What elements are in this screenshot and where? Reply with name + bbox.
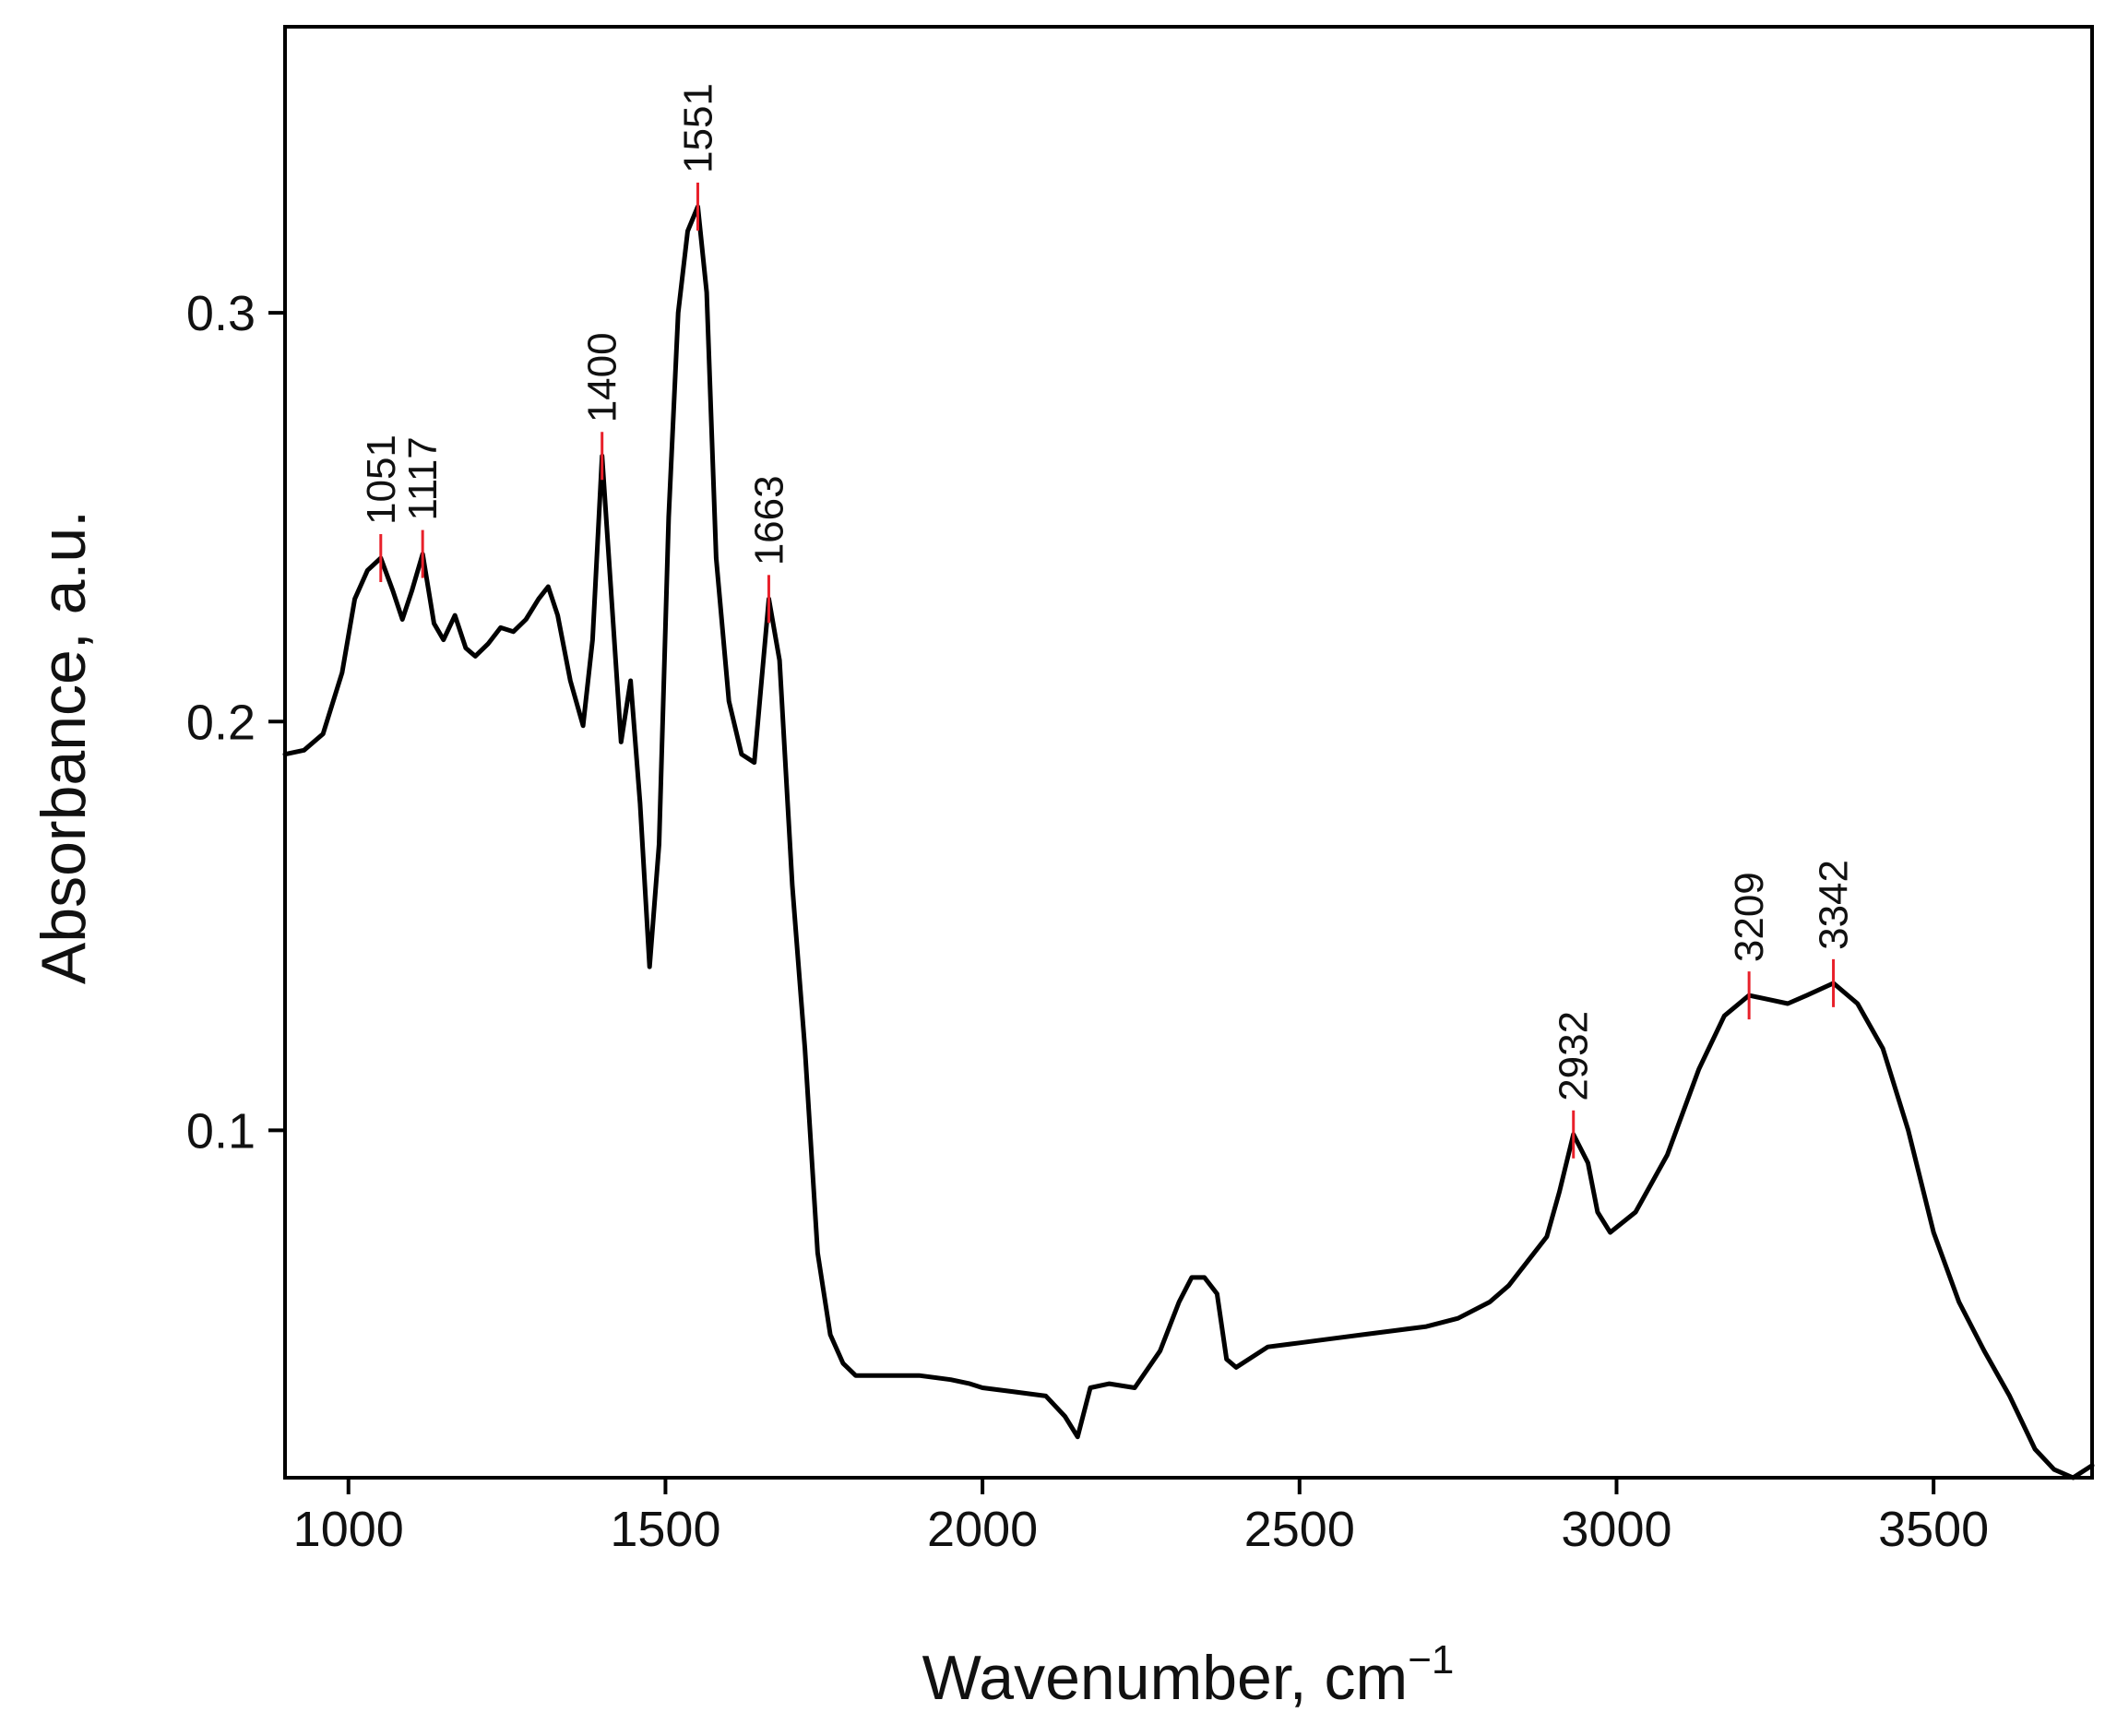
x-tick-label: 3000 (1561, 1502, 1671, 1557)
x-tick-label: 2500 (1244, 1502, 1355, 1557)
spectrum-line (282, 204, 2095, 1480)
plot-frame (283, 25, 2094, 1480)
y-axis-ticks: 0.1 0.2 0.3 (186, 286, 285, 1159)
x-axis-title-text: Wavenumber, cm (922, 1643, 1409, 1713)
x-tick-label: 3500 (1878, 1502, 1989, 1557)
peak-label: 1663 (747, 475, 792, 565)
x-tick-label: 1000 (293, 1502, 404, 1557)
y-tick-label: 0.1 (186, 1103, 256, 1159)
y-axis-title: Absorbance, a.u. (29, 510, 99, 984)
peak-label: 1117 (400, 436, 446, 520)
peak-label: 2932 (1552, 1011, 1597, 1101)
peak-label: 1051 (359, 434, 404, 525)
peak-label: 3209 (1727, 872, 1772, 962)
x-axis-title-superscript: −1 (1408, 1637, 1454, 1682)
y-tick-label: 0.2 (186, 695, 256, 750)
peak-label: 1400 (580, 332, 625, 422)
peak-label: 1551 (676, 83, 721, 173)
y-tick-label: 0.3 (186, 286, 256, 341)
x-axis-title: Wavenumber, cm−1 (922, 1637, 1455, 1713)
x-axis-ticks: 1000 1500 2000 2500 3000 3500 (293, 1478, 1989, 1557)
x-tick-label: 1500 (610, 1502, 720, 1557)
x-tick-label: 2000 (927, 1502, 1038, 1557)
peak-label: 3342 (1812, 860, 1857, 950)
